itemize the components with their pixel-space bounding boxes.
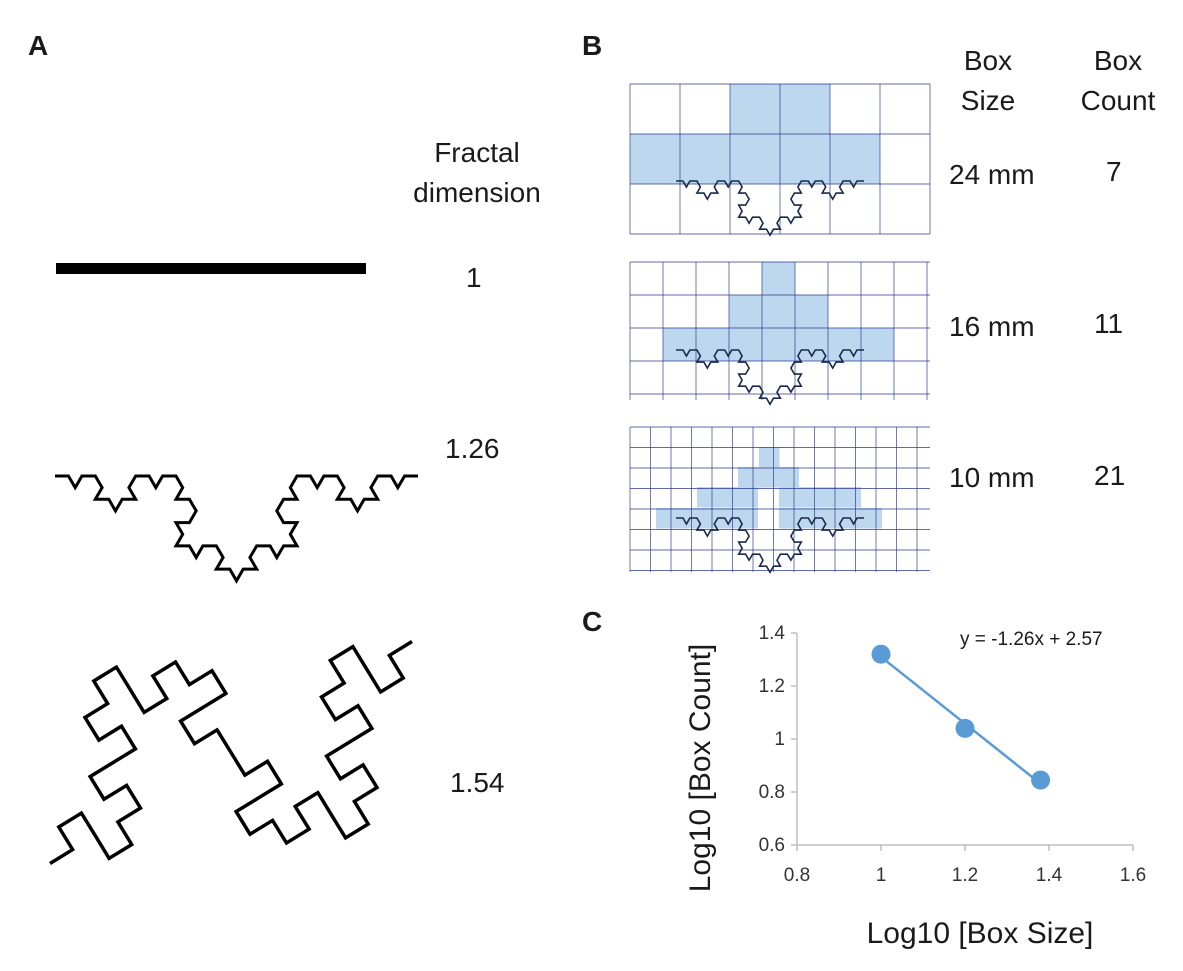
- grid-24mm: [629, 83, 931, 237]
- grid-16mm-koch: [676, 349, 864, 406]
- data-point: [955, 718, 975, 738]
- y-tick-label: 1: [774, 729, 785, 750]
- x-tick-label: 1.6: [1120, 865, 1146, 886]
- panel-c-letter: C: [582, 606, 603, 637]
- grid-24mm-koch: [676, 180, 864, 237]
- box-count-7: 7: [1106, 156, 1122, 187]
- grid-10mm-koch: [676, 517, 864, 574]
- y-tick-label: 0.8: [759, 782, 785, 803]
- data-point: [871, 644, 891, 664]
- equation-label: y = -1.26x + 2.57: [960, 629, 1103, 650]
- box-count-line-1: Box: [1093, 45, 1143, 76]
- box-size-header: Box Size: [938, 41, 1038, 121]
- y-tick-label: 1.2: [759, 676, 785, 697]
- data-point: [1031, 770, 1051, 790]
- x-tick-label: 1.4: [1036, 865, 1063, 886]
- box-size-24: 24 mm: [949, 159, 1035, 190]
- header-line-1: Fractal: [434, 137, 520, 168]
- header-line-2: dimension: [413, 177, 541, 208]
- straight-line-shape: [56, 263, 366, 274]
- koch-curve-shape: [55, 474, 418, 584]
- box-count-21: 21: [1094, 460, 1126, 491]
- quadratic-koch-shape: [49, 640, 413, 865]
- covered-box: [779, 508, 882, 529]
- covered-box: [762, 262, 795, 295]
- dimension-line: 1: [466, 262, 482, 293]
- box-count-11: 11: [1094, 308, 1124, 339]
- grid-16mm: [629, 261, 930, 406]
- box-size-16: 16 mm: [949, 311, 1035, 342]
- covered-box: [729, 295, 828, 328]
- y-axis-title: Log10 [Box Count]: [684, 644, 717, 893]
- x-tick-label: 1: [876, 865, 887, 886]
- x-tick-label: 0.8: [784, 865, 810, 886]
- x-axis-title: Log10 [Box Size]: [867, 917, 1094, 950]
- box-count-line-2: Count: [1080, 85, 1156, 116]
- dimension-quadratic-koch: 1.54: [450, 767, 505, 798]
- panel-a-letter: A: [28, 30, 49, 61]
- box-size-10: 10 mm: [949, 462, 1035, 493]
- covered-box: [759, 447, 780, 468]
- box-size-line-1: Box: [963, 45, 1013, 76]
- y-tick-label: 1.4: [759, 623, 786, 644]
- grid-10mm: [629, 426, 930, 574]
- panel-b-letter: B: [582, 30, 603, 61]
- covered-box: [630, 134, 880, 184]
- y-tick-label: 0.6: [759, 835, 785, 856]
- dimension-koch: 1.26: [445, 433, 500, 464]
- box-size-line-2: Size: [960, 85, 1016, 116]
- covered-box: [779, 487, 861, 508]
- x-tick-label: 1.2: [952, 865, 978, 886]
- fractal-dimension-header: Fractal dimension: [392, 133, 562, 213]
- covered-box: [663, 328, 894, 361]
- box-count-header: Box Count: [1066, 41, 1170, 121]
